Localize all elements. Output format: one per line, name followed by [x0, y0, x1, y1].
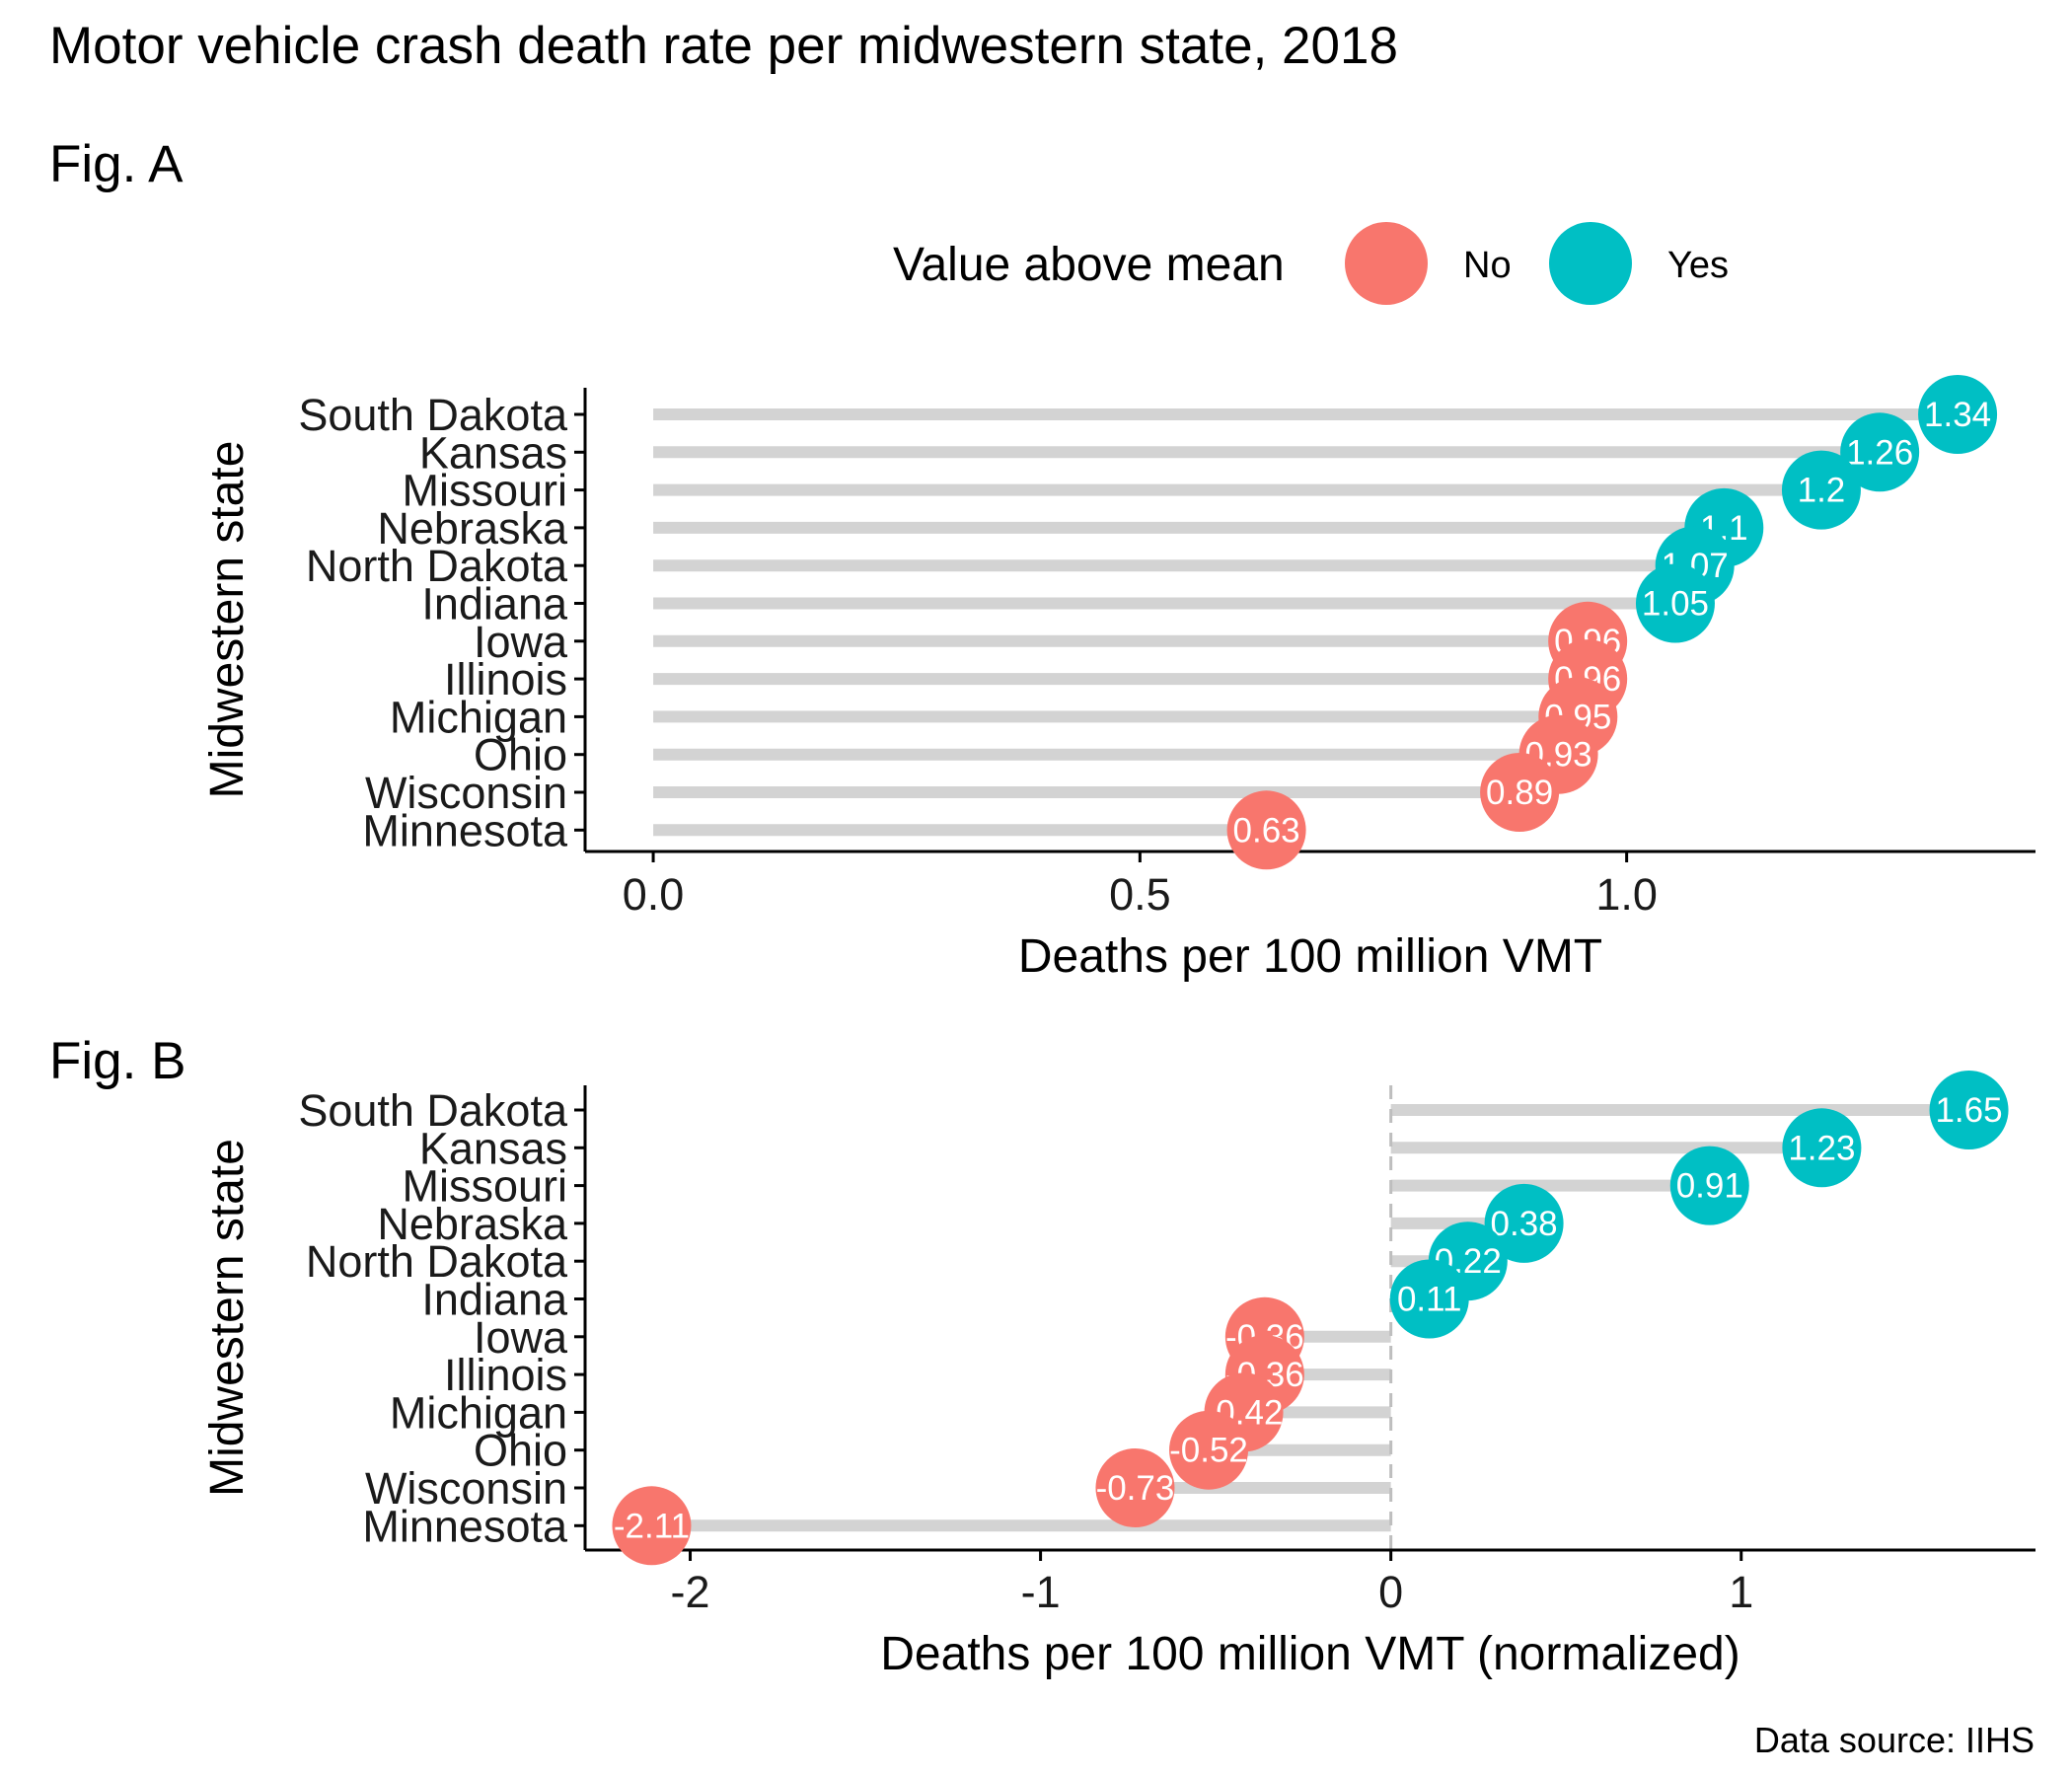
dot-missouri — [1781, 450, 1861, 530]
y-tick-label-michigan: Michigan — [390, 692, 567, 742]
dot-kansas — [1782, 1108, 1862, 1188]
y-tick-label-indiana: Indiana — [421, 1275, 568, 1325]
y-tick-label-south-dakota: South Dakota — [298, 390, 568, 440]
dot-label-kansas: 1.23 — [1788, 1129, 1855, 1167]
caption: Data source: IIHS — [1754, 1720, 2035, 1760]
panel-a-label: Fig. A — [49, 135, 184, 193]
dot-label-south-dakota: 1.65 — [1935, 1091, 2002, 1130]
y-tick-label-missouri: Missouri — [402, 1161, 567, 1212]
dot-label-ohio: -0.52 — [1169, 1432, 1248, 1470]
y-tick-label-north-dakota: North Dakota — [306, 541, 568, 591]
dot-kansas — [1840, 412, 1920, 492]
x-tick-label-1: -1 — [1021, 1567, 1061, 1617]
dot-label-missouri: 1.2 — [1798, 472, 1846, 510]
panel-a: South DakotaKansasMissouriNebraskaNorth … — [201, 375, 2035, 983]
dot-label-kansas: 1.26 — [1846, 433, 1913, 472]
dot-minnesota — [1226, 790, 1306, 870]
y-tick-label-ohio: Ohio — [474, 1426, 567, 1476]
dot-minnesota — [612, 1486, 692, 1566]
dot-indiana — [1389, 1259, 1469, 1339]
y-tick-label-north-dakota: North Dakota — [306, 1236, 568, 1287]
y-tick-label-nebraska: Nebraska — [377, 1199, 568, 1249]
dot-nebraska — [1484, 1183, 1564, 1263]
dot-label-wisconsin: 0.89 — [1486, 774, 1553, 812]
dot-label-indiana: 0.11 — [1397, 1281, 1462, 1319]
dot-south-dakota — [1918, 375, 1998, 454]
y-tick-label-minnesota: Minnesota — [362, 805, 568, 855]
dot-label-south-dakota: 1.34 — [1924, 396, 1991, 434]
y-tick-label-illinois: Illinois — [444, 654, 567, 704]
y-tick-label-wisconsin: Wisconsin — [365, 1463, 567, 1514]
dot-label-indiana: 1.05 — [1642, 585, 1709, 624]
y-axis-title: Midwestern state — [201, 441, 254, 799]
y-tick-label-michigan: Michigan — [390, 1387, 567, 1438]
legend-title: Value above mean — [893, 239, 1285, 291]
x-axis-title: Deaths per 100 million VMT — [1018, 930, 1602, 983]
y-tick-label-iowa: Iowa — [474, 1312, 568, 1363]
x-tick-label-2: 1.0 — [1595, 869, 1658, 920]
y-tick-label-iowa: Iowa — [474, 617, 568, 667]
dot-label-minnesota: -2.11 — [614, 1507, 690, 1545]
dot-indiana — [1635, 563, 1715, 643]
dot-south-dakota — [1929, 1071, 2009, 1149]
y-tick-label-indiana: Indiana — [421, 579, 568, 629]
y-tick-label-minnesota: Minnesota — [362, 1501, 568, 1551]
y-tick-label-nebraska: Nebraska — [377, 503, 568, 554]
y-tick-label-illinois: Illinois — [444, 1350, 567, 1400]
y-tick-label-kansas: Kansas — [419, 1123, 567, 1173]
x-tick-label-1: 0.5 — [1109, 869, 1171, 920]
panel-b: South DakotaKansasMissouriNebraskaNorth … — [201, 1071, 2035, 1680]
dot-label-wisconsin: -0.73 — [1096, 1469, 1175, 1508]
y-tick-label-ohio: Ohio — [474, 730, 567, 780]
x-tick-label-2: 0 — [1378, 1567, 1403, 1617]
dot-missouri — [1669, 1146, 1749, 1225]
dot-label-nebraska: 0.38 — [1491, 1205, 1558, 1243]
x-tick-label-0: -2 — [671, 1567, 710, 1617]
y-tick-label-missouri: Missouri — [402, 466, 567, 516]
legend-label-yes: Yes — [1667, 245, 1729, 286]
legend-label-no: No — [1463, 245, 1512, 286]
x-tick-label-0: 0.0 — [623, 869, 685, 920]
legend-swatch-no — [1345, 222, 1428, 305]
panel-b-label: Fig. B — [49, 1032, 185, 1090]
y-tick-label-south-dakota: South Dakota — [298, 1085, 568, 1136]
legend: Value above mean No Yes — [893, 222, 1729, 305]
dot-label-minnesota: 0.63 — [1233, 811, 1300, 850]
chart-title: Motor vehicle crash death rate per midwe… — [49, 17, 1398, 75]
y-axis-title: Midwestern state — [201, 1139, 254, 1497]
x-tick-label-3: 1 — [1729, 1567, 1753, 1617]
dot-wisconsin — [1480, 753, 1560, 832]
y-tick-label-wisconsin: Wisconsin — [365, 768, 567, 818]
x-axis-title: Deaths per 100 million VMT (normalized) — [880, 1628, 1739, 1680]
dot-wisconsin — [1095, 1448, 1175, 1527]
dot-label-missouri: 0.91 — [1676, 1167, 1743, 1206]
dot-ohio — [1169, 1410, 1249, 1490]
y-tick-label-kansas: Kansas — [419, 427, 567, 478]
legend-swatch-yes — [1549, 222, 1632, 305]
